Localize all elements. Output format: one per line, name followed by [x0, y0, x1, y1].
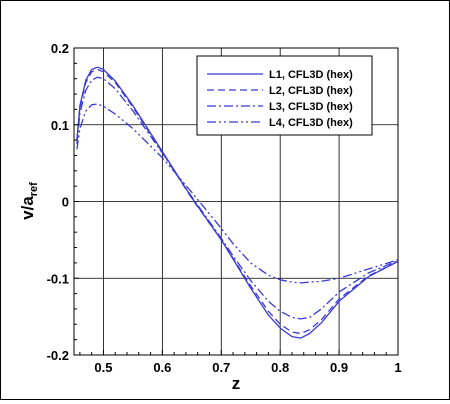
y-tick-label: -0.2 [47, 348, 69, 363]
tick-labels: 0.5 0.6 0.7 0.8 0.9 1 -0.2 -0.1 0 0.1 0.2 [47, 41, 402, 375]
y-axis-title-subscript: ref [28, 182, 40, 196]
legend-label-3: L3, CFL3D (hex) [269, 101, 353, 113]
y-axis-title-main: v/a [18, 196, 37, 220]
x-tick-label: 0.5 [94, 360, 112, 375]
y-tick-label: 0 [62, 195, 69, 210]
x-tick-label: 0.9 [330, 360, 348, 375]
y-tick-label: -0.1 [47, 271, 69, 286]
legend-label-4: L4, CFL3D (hex) [269, 117, 353, 129]
series-line-2 [76, 68, 399, 335]
legend-label-2: L2, CFL3D (hex) [269, 85, 353, 97]
series-line-4 [76, 103, 399, 284]
tick-marks [74, 47, 399, 356]
x-tick-label: 0.8 [271, 360, 289, 375]
y-tick-label: 0.1 [51, 118, 69, 133]
series-line-3 [76, 76, 399, 320]
y-axis-title: v/aref [18, 182, 40, 220]
x-tick-label: 0.6 [153, 360, 171, 375]
series-layer [76, 66, 399, 339]
y-tick-label: 0.2 [51, 41, 69, 56]
x-tick-label: 1 [394, 360, 401, 375]
legend: L1, CFL3D (hex) L2, CFL3D (hex) L3, CFL3D … [196, 55, 373, 136]
legend-box [196, 55, 373, 136]
x-axis-title: z [232, 374, 241, 393]
x-tick-label: 0.7 [212, 360, 230, 375]
legend-label-1: L1, CFL3D (hex) [269, 69, 353, 81]
